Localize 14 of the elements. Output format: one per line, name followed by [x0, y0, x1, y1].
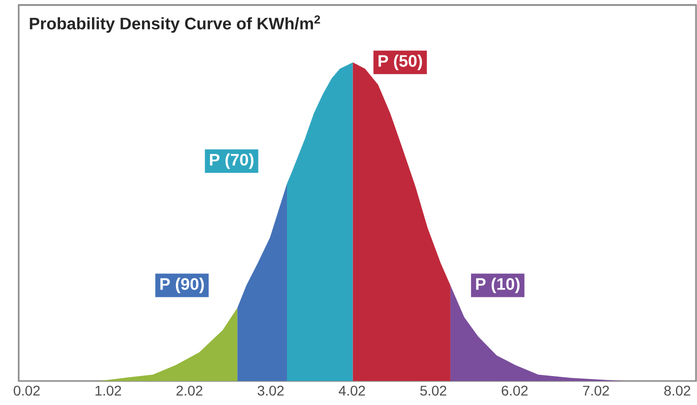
x-tick-label: 8.02: [664, 386, 690, 396]
text: P (70): [210, 153, 254, 169]
x-tick-label: 2.02: [176, 386, 202, 396]
x-tick-label: 7.02: [583, 386, 609, 396]
x-tick-label: 4.02: [338, 386, 365, 396]
x-tick-label: 6.02: [502, 386, 528, 396]
chart-title: Probability Density Curve of KWh/m$^{2}$: [30, 15, 320, 33]
x-tick-label: 1.02: [96, 386, 122, 396]
series-label: P (10): [476, 278, 520, 294]
series-label: P (50): [378, 54, 422, 70]
x-tick-label: 5.02: [420, 386, 446, 396]
text: P (90): [160, 278, 204, 294]
x-tick-label: 0.02: [14, 386, 40, 396]
x-tick-label: 3.02: [258, 386, 284, 396]
